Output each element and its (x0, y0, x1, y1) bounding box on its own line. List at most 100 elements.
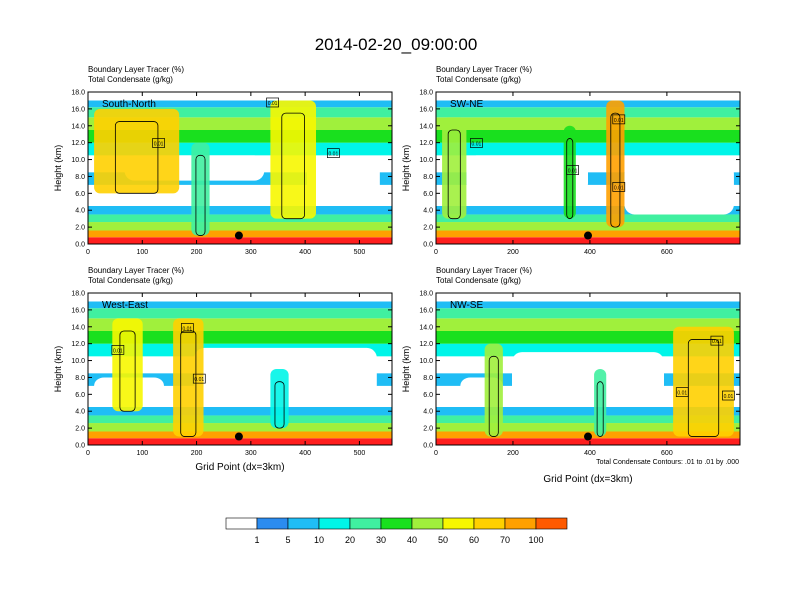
panel-sw-ne: 0.0 2.0 4.0 6.0 8.0 10.0 12.0 14.0 16.0 18.0 0 200 4… (401, 65, 741, 256)
x-tick-label: 600 (661, 249, 673, 256)
tracer-layer (88, 214, 392, 223)
contour-label: 0.01 (194, 377, 204, 383)
y-tick-label: 2.0 (423, 225, 433, 232)
y-tick-label: 6.0 (75, 392, 85, 399)
tracer-layer (436, 318, 740, 331)
contour-label: 0.01 (154, 142, 164, 148)
tracer-layer (88, 318, 392, 331)
tracer-layer (436, 308, 740, 319)
colorbar-label: 100 (528, 535, 543, 545)
panel-south-north: 0.0 2.0 4.0 6.0 8.0 10.0 12.0 14.0 16.0 18.0 0 100 2… (53, 65, 393, 256)
contour-label: 0.01 (268, 101, 278, 107)
condensate-contour (274, 381, 285, 429)
tracer-layer (88, 107, 392, 118)
x-tick-label: 100 (136, 249, 148, 256)
contour-label: 0.01 (712, 339, 722, 345)
condensate-contour (596, 381, 604, 437)
tracer-layer (436, 407, 740, 416)
colorbar: 1 5 10 20 30 40 50 60 70 100 (225, 517, 568, 545)
y-tick-label: 12.0 (419, 140, 433, 147)
x-tick-label: 400 (299, 249, 311, 256)
colorbar-label: 60 (469, 535, 479, 545)
y-tick-label: 4.0 (423, 409, 433, 416)
x-tick-label: 300 (245, 249, 257, 256)
y-tick-label: 8.0 (75, 174, 85, 181)
location-marker (584, 231, 592, 240)
y-tick-label: 12.0 (71, 140, 85, 147)
tracer-field (436, 293, 740, 445)
y-tick-label: 18.0 (71, 291, 85, 298)
condensate-contour (281, 112, 305, 220)
condensate-contour (488, 355, 499, 437)
y-tick-label: 0.0 (423, 443, 433, 450)
plot-frame (87, 91, 393, 245)
panel-label: West-East (102, 300, 148, 311)
tracer-layer (436, 415, 740, 424)
y-axis-label: Height (km) (53, 145, 63, 192)
contour-label-box (266, 97, 279, 108)
y-tick-label: 2.0 (423, 426, 433, 433)
y-tick-label: 14.0 (419, 324, 433, 331)
condensate-contour (610, 112, 621, 228)
tracer-layer (88, 438, 392, 445)
colorbar-swatch (318, 517, 351, 530)
clear-region (512, 352, 664, 403)
tracer-field (88, 293, 392, 445)
y-tick-label: 16.0 (419, 106, 433, 113)
colorbar-swatch (504, 517, 537, 530)
tracer-layer (436, 331, 740, 344)
y-tick-label: 10.0 (71, 358, 85, 365)
contour-label-box (722, 390, 735, 401)
y-tick-label: 2.0 (75, 426, 85, 433)
convective-tower (594, 369, 607, 437)
condensate-contour (566, 138, 574, 220)
y-tick-label: 14.0 (71, 324, 85, 331)
condensate-contour (114, 121, 159, 194)
convective-tower (484, 343, 503, 437)
left-string-tracer: Boundary Layer Tracer (%) (88, 266, 184, 275)
tracer-layer (436, 423, 740, 432)
colorbar-label: 1 (254, 535, 259, 545)
panel-label: South-North (102, 99, 156, 110)
convective-tower (191, 142, 210, 236)
y-axis-label: Height (km) (401, 346, 411, 393)
x-tick-label: 200 (191, 450, 203, 457)
x-tick-label: 400 (299, 450, 311, 457)
left-string-tracer: Boundary Layer Tracer (%) (436, 65, 532, 74)
contour-label-box (327, 148, 340, 158)
plot-frame (435, 91, 741, 245)
colorbar-swatch (225, 517, 258, 530)
colorbar-swatch (473, 517, 506, 530)
colorbar-swatch (411, 517, 444, 530)
tracer-layer (436, 117, 740, 130)
y-tick-label: 0.0 (75, 242, 85, 249)
y-tick-label: 8.0 (75, 375, 85, 382)
tracer-layer (436, 107, 740, 118)
contour-label: 0.01 (182, 326, 192, 332)
location-marker (234, 432, 243, 441)
y-tick-label: 6.0 (423, 392, 433, 399)
convective-tower (442, 117, 467, 219)
contour-label: 0.01 (614, 185, 624, 191)
tracer-layer (436, 237, 740, 244)
contour-label-box (675, 387, 689, 397)
y-tick-label: 0.0 (75, 443, 85, 450)
contour-label-box (710, 335, 724, 346)
colorbar-label: 50 (438, 535, 448, 545)
contour-label-box (470, 138, 483, 148)
left-string-condensate: Total Condensate (g/kg) (436, 276, 521, 285)
x-tick-label: 400 (584, 450, 596, 457)
convective-tower (270, 369, 289, 429)
tracer-layer (436, 206, 740, 215)
tracer-layer (88, 100, 392, 108)
tracer-layer (436, 293, 740, 302)
tracer-layer (88, 407, 392, 416)
left-string-tracer: Boundary Layer Tracer (%) (436, 266, 532, 275)
x-tick-label: 600 (661, 450, 673, 457)
y-tick-label: 18.0 (71, 90, 85, 97)
tracer-layer (88, 331, 392, 344)
left-string-condensate: Total Condensate (g/kg) (88, 75, 173, 84)
contour-label-box (192, 373, 206, 384)
y-tick-label: 10.0 (419, 157, 433, 164)
